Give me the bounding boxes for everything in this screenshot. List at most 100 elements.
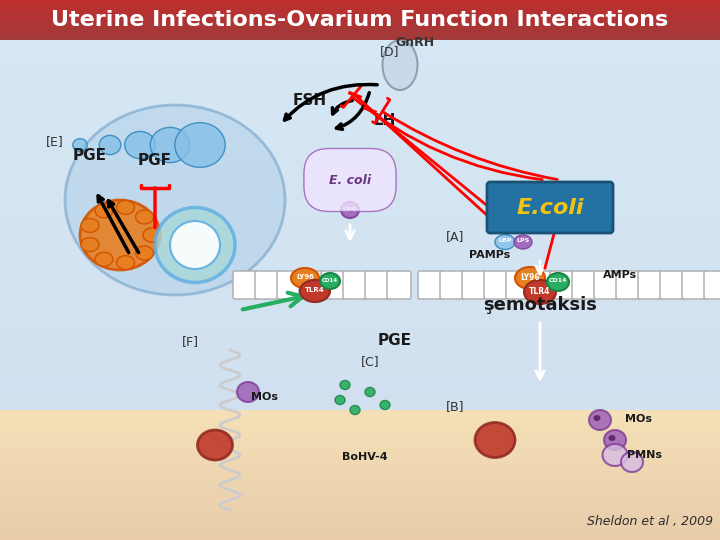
Ellipse shape — [488, 202, 506, 218]
FancyBboxPatch shape — [550, 271, 574, 299]
FancyBboxPatch shape — [528, 271, 552, 299]
Ellipse shape — [150, 127, 190, 163]
Ellipse shape — [547, 273, 569, 291]
FancyBboxPatch shape — [321, 271, 345, 299]
Text: PGE: PGE — [73, 148, 107, 163]
Text: LPS: LPS — [516, 239, 530, 244]
Ellipse shape — [608, 435, 616, 441]
Text: CD14: CD14 — [322, 278, 338, 282]
Ellipse shape — [143, 228, 161, 242]
Ellipse shape — [291, 268, 319, 288]
Text: [E]: [E] — [46, 135, 64, 148]
Text: [D]: [D] — [380, 45, 400, 58]
Ellipse shape — [495, 234, 515, 249]
Ellipse shape — [320, 273, 340, 289]
Ellipse shape — [80, 200, 160, 270]
Text: [F]: [F] — [181, 335, 199, 348]
Text: [A]: [A] — [446, 230, 464, 243]
FancyBboxPatch shape — [487, 182, 613, 233]
Ellipse shape — [135, 210, 153, 224]
Ellipse shape — [524, 280, 556, 304]
Ellipse shape — [515, 267, 545, 289]
Text: FSH: FSH — [293, 93, 327, 108]
FancyBboxPatch shape — [365, 271, 389, 299]
Text: TLR4: TLR4 — [305, 287, 325, 293]
Ellipse shape — [81, 218, 99, 232]
Ellipse shape — [99, 136, 121, 154]
Bar — [0, 0, 720, 450]
Ellipse shape — [143, 228, 161, 242]
Ellipse shape — [603, 444, 628, 466]
Ellipse shape — [73, 139, 87, 151]
Ellipse shape — [350, 406, 360, 415]
Text: PGF: PGF — [138, 153, 172, 168]
FancyBboxPatch shape — [255, 271, 279, 299]
Ellipse shape — [175, 123, 225, 167]
Ellipse shape — [170, 221, 220, 269]
Text: MOs: MOs — [251, 392, 279, 402]
FancyBboxPatch shape — [506, 271, 530, 299]
FancyBboxPatch shape — [484, 271, 508, 299]
Ellipse shape — [65, 105, 285, 295]
Text: [C]: [C] — [361, 355, 379, 368]
Ellipse shape — [475, 422, 515, 457]
Ellipse shape — [382, 40, 418, 90]
Ellipse shape — [125, 131, 156, 159]
Ellipse shape — [341, 202, 359, 218]
FancyBboxPatch shape — [682, 271, 706, 299]
FancyArrowPatch shape — [243, 293, 302, 309]
Ellipse shape — [117, 255, 135, 269]
Text: Uterine Infections-Ovarium Function Interactions: Uterine Infections-Ovarium Function Inte… — [51, 10, 669, 30]
FancyBboxPatch shape — [704, 271, 720, 299]
Ellipse shape — [81, 238, 99, 252]
Ellipse shape — [365, 388, 375, 396]
FancyBboxPatch shape — [233, 271, 257, 299]
Text: LH: LH — [374, 113, 396, 128]
Text: BoHV-4: BoHV-4 — [342, 452, 388, 462]
Bar — [0, 400, 720, 540]
Text: GnRH: GnRH — [395, 36, 435, 49]
Ellipse shape — [300, 280, 330, 302]
Ellipse shape — [197, 430, 233, 460]
FancyBboxPatch shape — [277, 271, 301, 299]
Ellipse shape — [237, 382, 259, 402]
FancyBboxPatch shape — [594, 271, 618, 299]
Ellipse shape — [604, 430, 626, 450]
Text: LBP: LBP — [498, 239, 512, 244]
Text: LY96: LY96 — [296, 274, 314, 280]
Text: LPS: LPS — [490, 207, 504, 213]
Ellipse shape — [593, 415, 600, 421]
Ellipse shape — [155, 207, 235, 282]
FancyBboxPatch shape — [572, 271, 596, 299]
Text: MOs: MOs — [624, 414, 652, 424]
Ellipse shape — [514, 235, 532, 249]
FancyBboxPatch shape — [638, 271, 662, 299]
FancyBboxPatch shape — [387, 271, 411, 299]
FancyBboxPatch shape — [418, 271, 442, 299]
Ellipse shape — [117, 200, 135, 214]
Ellipse shape — [589, 410, 611, 430]
Ellipse shape — [340, 381, 350, 389]
Text: TLR4: TLR4 — [529, 287, 551, 295]
FancyBboxPatch shape — [343, 271, 367, 299]
Text: PGE: PGE — [378, 333, 412, 348]
Text: CD14: CD14 — [549, 279, 567, 284]
Text: Sheldon et al , 2009: Sheldon et al , 2009 — [587, 516, 713, 529]
FancyBboxPatch shape — [616, 271, 640, 299]
Text: LPS: LPS — [343, 207, 357, 213]
Text: LY96: LY96 — [520, 273, 540, 281]
FancyBboxPatch shape — [440, 271, 464, 299]
FancyBboxPatch shape — [462, 271, 486, 299]
Bar — [0, 90, 720, 450]
Text: [B]: [B] — [446, 400, 464, 413]
Text: şemotaksis: şemotaksis — [483, 296, 597, 314]
Text: PMNs: PMNs — [628, 450, 662, 460]
FancyBboxPatch shape — [660, 271, 684, 299]
Ellipse shape — [135, 246, 153, 260]
Ellipse shape — [621, 452, 643, 472]
Ellipse shape — [380, 401, 390, 409]
Ellipse shape — [95, 204, 113, 218]
Text: PAMPs: PAMPs — [469, 250, 510, 260]
Text: E. coli: E. coli — [329, 173, 371, 186]
Ellipse shape — [95, 252, 113, 266]
